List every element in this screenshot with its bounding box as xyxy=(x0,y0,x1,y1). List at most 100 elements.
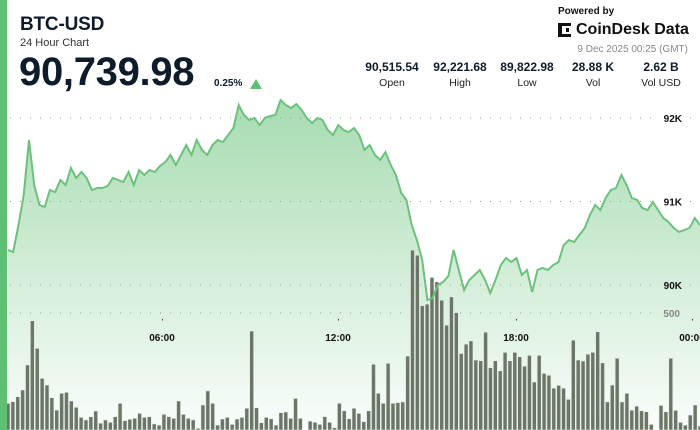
volume-bar xyxy=(293,398,298,430)
volume-bar xyxy=(609,384,615,430)
volume-bar xyxy=(10,401,16,430)
volume-bar xyxy=(356,413,362,430)
volume-bar xyxy=(595,331,600,430)
volume-bar xyxy=(244,407,250,430)
volume-bar xyxy=(332,427,337,430)
volume-bar xyxy=(478,360,484,430)
volume-bar xyxy=(337,403,342,430)
volume-bar xyxy=(69,400,74,430)
volume-bar xyxy=(15,396,21,430)
volume-bar xyxy=(117,403,123,430)
volume-bar xyxy=(200,404,206,430)
volume-bar xyxy=(527,355,532,430)
timestamp: 9 Dec 2025 00:25 (GMT) xyxy=(577,44,688,55)
volume-bar xyxy=(307,420,313,430)
volume-bar xyxy=(259,422,264,430)
volume-bar xyxy=(419,305,425,430)
volume-bar xyxy=(687,414,693,430)
price-line xyxy=(7,98,700,302)
volume-bar xyxy=(444,324,449,430)
volume-bar xyxy=(210,403,215,430)
volume-bar xyxy=(205,390,211,430)
volume-bar xyxy=(229,424,235,430)
volume-bar xyxy=(644,411,649,430)
current-price: 90,739.98 xyxy=(19,50,195,94)
volume-bar xyxy=(663,411,669,430)
volume-bar xyxy=(575,359,581,430)
stat-open: 90,515.54 Open xyxy=(360,60,424,89)
volume-bar xyxy=(78,417,84,430)
volume-bar xyxy=(341,410,347,430)
volume-bar xyxy=(327,421,332,430)
volume-bar xyxy=(137,413,142,430)
volume-bar xyxy=(517,356,522,430)
symbol-title: BTC-USD xyxy=(20,14,105,35)
volume-bar xyxy=(44,384,50,430)
volume-bar xyxy=(400,401,406,430)
time-tick xyxy=(516,319,517,321)
volume-bar xyxy=(73,407,79,430)
volume-bar xyxy=(93,410,99,430)
volume-bar xyxy=(176,400,181,430)
volume-bar xyxy=(488,367,493,430)
volume-bar xyxy=(449,296,454,430)
volume-bar xyxy=(434,281,440,430)
volume-bar xyxy=(532,381,537,430)
stat-label: Low xyxy=(517,77,537,89)
coindesk-data-logo: CoinDesk Data xyxy=(557,21,689,39)
volume-bar xyxy=(239,417,245,430)
volume-bar xyxy=(122,420,128,430)
volume-bar xyxy=(273,424,279,430)
volume-bar xyxy=(249,330,254,430)
volume-bar xyxy=(283,411,289,430)
volume-bar xyxy=(20,389,25,430)
volume-bar xyxy=(692,404,698,430)
volume-bar xyxy=(83,419,89,430)
volume-bar xyxy=(346,418,352,430)
time-tick xyxy=(162,319,163,321)
volume-bar xyxy=(278,412,284,430)
volume-bar xyxy=(288,417,293,430)
volume-bar xyxy=(49,397,55,430)
stat-low: 89,822.98 Low xyxy=(495,60,559,89)
volume-bar xyxy=(64,392,69,430)
volume-bar xyxy=(522,365,527,430)
volume-bar xyxy=(34,348,40,430)
volume-bar xyxy=(683,424,688,430)
volume-bar xyxy=(298,417,303,430)
stat-vol: 28.88 K Vol xyxy=(561,60,625,89)
volume-bar xyxy=(570,339,576,430)
volume-bar xyxy=(590,352,596,430)
volume-bar xyxy=(619,401,625,430)
time-tick-label: 12:00 xyxy=(325,333,351,344)
volume-bar xyxy=(551,387,557,430)
volume-bar xyxy=(186,417,191,430)
volume-bar xyxy=(624,392,630,430)
volume-bar xyxy=(566,399,571,430)
stat-value: 2.62 B xyxy=(643,60,679,74)
volume-bar xyxy=(463,343,469,430)
volume-bar xyxy=(502,352,508,430)
volume-bar xyxy=(697,425,700,430)
price-area xyxy=(8,100,700,430)
volume-bar xyxy=(268,418,274,430)
volume-bar xyxy=(614,357,620,430)
volume-bar xyxy=(88,416,94,430)
stat-value: 28.88 K xyxy=(571,60,615,74)
accent-bar xyxy=(0,0,7,430)
volume-bar xyxy=(108,421,113,430)
volume-bar xyxy=(512,352,518,430)
volume-bar xyxy=(112,416,118,430)
stat-label: Vol USD xyxy=(641,77,681,89)
powered-by-label: Powered by xyxy=(558,6,615,17)
volume-bar xyxy=(429,277,435,430)
time-tick-label: 00:00 xyxy=(679,333,700,344)
volume-bar xyxy=(541,373,547,430)
volume-bar xyxy=(151,423,157,430)
volume-bar xyxy=(405,355,410,430)
volume-bar xyxy=(190,419,196,430)
stat-value: 90,515.54 xyxy=(365,60,419,74)
volume-bar xyxy=(30,320,35,430)
volume-bar xyxy=(142,417,147,430)
